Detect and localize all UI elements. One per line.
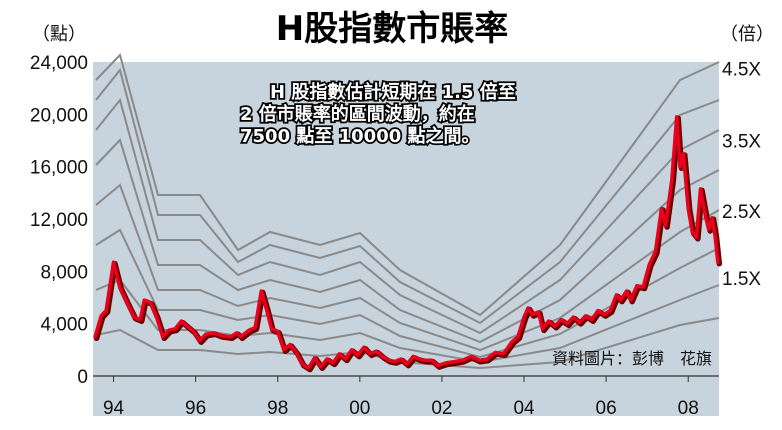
annotation-line: 2 倍市賬率的區間波動，約在 [240,103,475,125]
x-tick-label: 94 [103,398,125,419]
x-tick-label: 98 [267,398,288,419]
y-tick-label: 12,000 [30,210,88,231]
left-unit: （點） [32,24,86,45]
pb-band-line [95,67,720,325]
pb-band-lines [95,53,720,370]
x-tick-label: 08 [678,398,699,419]
plot-area [93,62,719,376]
annotation-line: H 股指數估計短期在 1.5 倍至 [270,81,516,103]
x-tick-label: 06 [596,398,617,419]
right-tick-label: 1.5X [722,269,761,290]
x-tick-label: 02 [431,398,452,419]
y-tick-label: 20,000 [30,105,88,126]
pb-band-line [95,228,720,359]
pb-band-line [95,97,720,335]
source-credit: 資料圖片：彭博 花旗 [552,349,712,368]
x-tick-label: 04 [513,398,535,419]
y-tick-label: 16,000 [30,158,88,179]
y-tick-label: 24,000 [30,53,88,74]
x-axis-band [93,376,719,416]
right-tick-label: 2.5X [722,202,761,223]
chart-title: H股指數市賬率 [276,9,508,49]
x-tick-label: 00 [349,398,370,419]
annotation-line: 7500 點至 10000 點之間。 [240,125,480,147]
pb-band-line [95,183,720,352]
right-unit: （倍） [720,24,774,45]
axis-ticks: 0 4,000 8,000 12,000 16,000 20,000 24,000 94 96 9… [30,53,762,419]
right-tick-label: 4.5X [722,60,761,81]
right-tick-label: 3.5X [722,132,761,153]
pb-band-line [95,317,720,370]
x-tick-label: 96 [185,398,206,419]
pb-band-line [95,138,720,344]
y-tick-label: 0 [77,367,88,388]
y-tick-label: 8,000 [40,262,88,283]
pb-band-line [95,278,720,364]
index-line [93,115,720,370]
pb-band-line [95,53,720,317]
y-tick-label: 4,000 [40,315,88,336]
